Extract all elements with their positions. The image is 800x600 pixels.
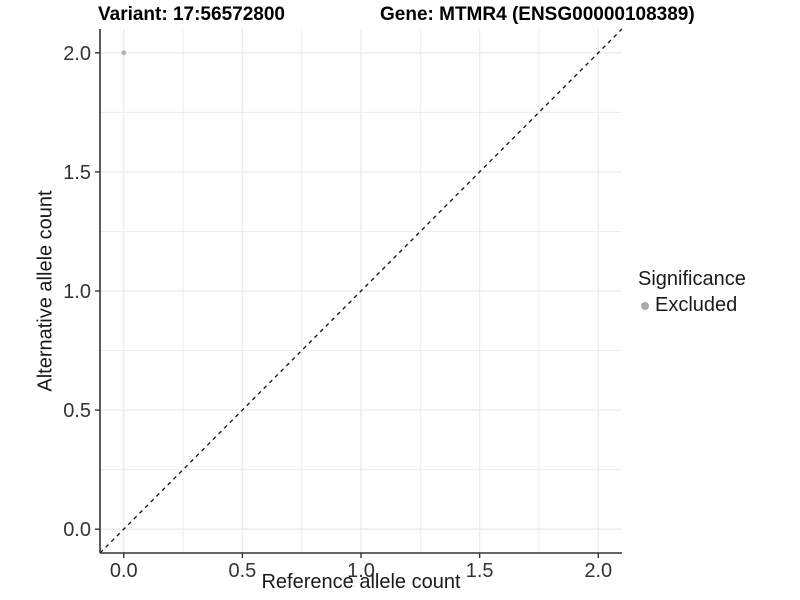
legend-item: Excluded (641, 294, 746, 317)
x-axis-title: Reference allele count (261, 571, 461, 593)
x-tick-label: 0.0 (110, 560, 138, 582)
x-tick-label: 2.0 (584, 560, 612, 582)
x-tick-label: 1.0 (347, 560, 375, 582)
y-axis-title: Alternative allele count (34, 190, 57, 392)
x-tick-label: 0.5 (228, 560, 256, 582)
y-tick-label: 0.5 (63, 400, 91, 422)
legend: Significance Excluded (638, 268, 746, 317)
y-tick-label: 1.0 (63, 281, 91, 303)
legend-item-label: Excluded (655, 294, 738, 316)
legend-title: Significance (638, 268, 746, 290)
data-point-excluded (121, 50, 127, 56)
y-tick-label: 1.5 (63, 162, 91, 184)
y-tick-label: 2.0 (63, 43, 91, 65)
legend-items: Excluded (638, 294, 746, 317)
legend-key-dot (641, 301, 649, 310)
x-tick-label: 1.5 (466, 560, 494, 582)
identity-line (99, 28, 623, 554)
y-tick-label: 0.0 (63, 519, 91, 541)
gene-title: Gene: MTMR4 (ENSG00000108389) (380, 4, 695, 25)
variant-title: Variant: 17:56572800 (98, 4, 285, 25)
